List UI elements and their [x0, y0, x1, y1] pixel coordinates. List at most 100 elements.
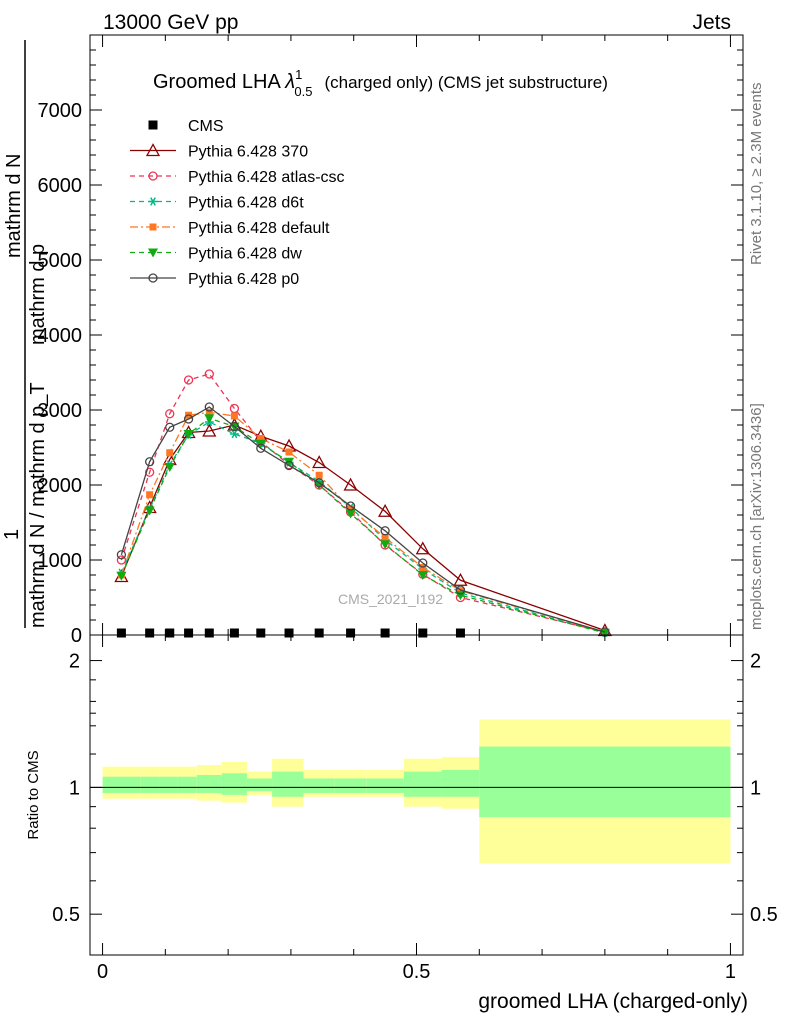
data-point [204, 414, 215, 424]
ratio-band-inner [479, 746, 731, 818]
data-point [183, 414, 194, 424]
ratio-band-inner [196, 774, 222, 793]
ratio-y-tick-label-right: 0.5 [750, 904, 778, 926]
legend-marker [148, 273, 158, 283]
data-point [166, 449, 174, 457]
data-point [116, 628, 126, 638]
data-point [164, 463, 175, 472]
legend-label: Pythia 6.428 atlas-csc [188, 169, 345, 186]
x-tick-label: 0 [97, 961, 108, 983]
data-point [256, 443, 266, 453]
legend-marker [148, 120, 158, 130]
ratio-band-inner [177, 776, 197, 793]
data-point [453, 572, 468, 586]
series-0 [116, 628, 465, 638]
ratio-band-inner [246, 778, 273, 792]
data-point [347, 505, 355, 513]
y-tick-label: 0 [71, 625, 82, 647]
data-point [229, 628, 239, 638]
data-point [284, 628, 294, 638]
legend-label: Pythia 6.428 d6t [188, 195, 304, 212]
ratio-band-inner [272, 771, 304, 797]
legend-marker [145, 143, 161, 157]
y-tick-label: 5000 [38, 250, 83, 272]
data-point [205, 408, 213, 416]
y-tick-label: 1000 [38, 550, 83, 572]
data-point [204, 402, 214, 412]
data-point [229, 421, 240, 432]
data-point [314, 478, 324, 488]
data-point [145, 628, 155, 638]
data-point [418, 628, 428, 638]
data-point [455, 585, 466, 595]
ratio-band-inner [102, 776, 141, 793]
series-line [120, 406, 606, 633]
ylabel-numerator: mathrm d N [3, 154, 25, 258]
data-point [144, 467, 155, 477]
data-point [184, 628, 194, 638]
main-ylabel: 1 mathrm d N / mathrm d p_T mathrm d N m… [1, 40, 49, 628]
data-point [312, 455, 327, 469]
data-point [116, 571, 127, 581]
ratio-y-tick-label-right: 1 [750, 777, 761, 799]
analysis-watermark: CMS_2021_I192 [338, 591, 443, 607]
mcplots-label: mcplots.cern.ch [arXiv:1306.3436] [748, 403, 765, 630]
data-point [345, 509, 356, 519]
data-point [116, 555, 127, 565]
data-point [415, 541, 430, 555]
data-point [183, 430, 194, 439]
legend: CMS Pythia 6.428 370 Pythia 6.428 atlas-cs… [130, 118, 345, 288]
series-line [120, 417, 606, 634]
ratio-band-inner [366, 778, 404, 793]
ratio-band-inner [159, 776, 178, 793]
ratio-ylabel: Ratio to CMS [25, 750, 42, 839]
legend-marker [148, 197, 158, 206]
legend-label: Pythia 6.428 370 [188, 144, 308, 161]
ylabel-denominator: mathrm d N / mathrm d p_T [27, 382, 49, 628]
chart-title: Groomed LHA λ1 0.5 (charged only) (CMS jet… [153, 67, 608, 99]
data-point [256, 628, 266, 638]
data-point [165, 409, 175, 419]
ratio-bands [90, 719, 743, 864]
rivet-label: Rivet 3.1.10, ≥ 2.3M events [748, 83, 765, 266]
data-point [315, 471, 323, 479]
legend-entry: Pythia 6.428 370 [130, 143, 308, 161]
ratio-y-tick-label-left: 2 [69, 651, 80, 673]
ratio-band-inner [441, 769, 480, 797]
data-point [455, 628, 465, 638]
ratio-y-tick-label-left: 0.5 [52, 904, 80, 926]
ratio-band-inner [334, 778, 367, 793]
legend-entry: CMS [148, 118, 224, 135]
data-point [381, 534, 389, 541]
data-point [202, 423, 217, 437]
legend-label: Pythia 6.428 p0 [188, 271, 299, 288]
data-point [165, 422, 175, 432]
data-point [417, 571, 428, 580]
data-point [346, 628, 356, 638]
series-layer [114, 369, 612, 638]
data-point [380, 628, 390, 638]
legend-entry: Pythia 6.428 atlas-csc [130, 169, 345, 186]
y-tick-label: 6000 [38, 175, 83, 197]
data-point [204, 628, 214, 638]
ratio-y-tick-label-left: 1 [69, 777, 80, 799]
legend-entry: Pythia 6.428 default [130, 220, 330, 237]
y-tick-label: 2000 [38, 475, 83, 497]
y-tick-label: 4000 [38, 325, 83, 347]
data-point [456, 587, 464, 595]
ratio-band-inner [403, 771, 442, 797]
ylabel-one: 1 [1, 529, 23, 540]
y-tick-label: 3000 [38, 400, 83, 422]
x-tick-label: 0.5 [403, 961, 431, 983]
data-point [144, 506, 155, 516]
legend-entry: Pythia 6.428 p0 [130, 271, 299, 288]
header-jets: Jets [692, 11, 731, 34]
legend-marker [149, 223, 157, 231]
ratio-axis-ticks: 0.5 0.5 1 1 2 2 0 0.5 1 [52, 635, 778, 983]
data-point [230, 412, 238, 420]
legend-entry: Pythia 6.428 d6t [130, 195, 304, 212]
ylabel-numerator-line2: mathrm d p [27, 244, 49, 345]
data-point [183, 375, 194, 385]
legend-label: Pythia 6.428 dw [188, 246, 302, 263]
